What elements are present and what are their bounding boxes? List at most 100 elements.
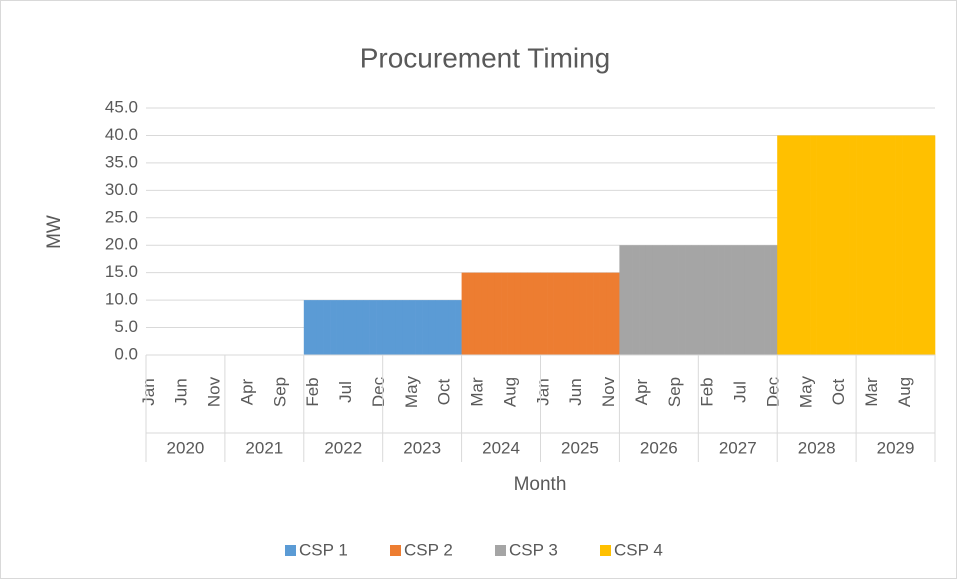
bar bbox=[369, 300, 377, 355]
bar bbox=[836, 135, 844, 355]
year-label: 2025 bbox=[561, 438, 599, 457]
bar bbox=[678, 245, 686, 355]
x-tick-label: Apr bbox=[632, 378, 651, 405]
legend-swatch bbox=[390, 545, 401, 556]
bar bbox=[711, 245, 719, 355]
bar bbox=[882, 135, 890, 355]
bar bbox=[685, 245, 693, 355]
bar bbox=[481, 272, 489, 355]
bar bbox=[803, 135, 811, 355]
bar bbox=[428, 300, 436, 355]
x-tick-label: Jul bbox=[336, 381, 355, 403]
year-label: 2023 bbox=[403, 438, 441, 457]
bar bbox=[790, 135, 798, 355]
bar bbox=[849, 135, 857, 355]
bar bbox=[540, 272, 548, 355]
bar bbox=[395, 300, 403, 355]
bar bbox=[376, 300, 383, 355]
legend-swatch bbox=[285, 545, 296, 556]
bar bbox=[533, 272, 541, 355]
bar bbox=[409, 300, 416, 355]
bar bbox=[750, 245, 758, 355]
bar bbox=[764, 245, 771, 355]
year-label: 2022 bbox=[324, 438, 362, 457]
bar bbox=[875, 135, 883, 355]
bar bbox=[810, 135, 817, 355]
x-tick-label: Oct bbox=[435, 379, 454, 406]
year-label: 2020 bbox=[167, 438, 205, 457]
bar bbox=[455, 300, 462, 355]
bar bbox=[645, 245, 653, 355]
x-tick-label: Jan bbox=[533, 378, 552, 405]
y-tick-label: 0.0 bbox=[114, 344, 138, 363]
bar bbox=[639, 245, 646, 355]
bar bbox=[625, 245, 633, 355]
legend-swatch bbox=[495, 545, 506, 556]
bar bbox=[744, 245, 752, 355]
bar bbox=[422, 300, 430, 355]
x-tick-label: Dec bbox=[763, 376, 782, 407]
bar bbox=[829, 135, 837, 355]
bar bbox=[777, 135, 785, 355]
bar bbox=[895, 135, 903, 355]
x-tick-label: Sep bbox=[270, 377, 289, 407]
bar bbox=[336, 300, 344, 355]
bar bbox=[842, 135, 850, 355]
bar bbox=[448, 300, 456, 355]
x-tick-label: Mar bbox=[862, 377, 881, 407]
y-tick-label: 45.0 bbox=[105, 97, 138, 116]
bar bbox=[547, 272, 554, 355]
bar bbox=[494, 272, 502, 355]
y-tick-label: 30.0 bbox=[105, 180, 138, 199]
bar bbox=[783, 135, 791, 355]
legend-label: CSP 2 bbox=[404, 540, 453, 559]
bar bbox=[382, 300, 390, 355]
bar bbox=[816, 135, 824, 355]
bar bbox=[856, 135, 863, 355]
x-tick-label: Oct bbox=[829, 379, 848, 406]
bar bbox=[869, 135, 877, 355]
legend-label: CSP 1 bbox=[299, 540, 348, 559]
bar bbox=[507, 272, 515, 355]
bar bbox=[718, 245, 725, 355]
bar bbox=[731, 245, 739, 355]
bar bbox=[573, 272, 581, 355]
x-tick-label: May bbox=[402, 375, 421, 408]
bar bbox=[402, 300, 410, 355]
bar bbox=[672, 245, 679, 355]
bar bbox=[612, 272, 620, 355]
bar bbox=[330, 300, 337, 355]
x-tick-label: Jun bbox=[172, 378, 191, 405]
bar bbox=[323, 300, 331, 355]
y-tick-label: 20.0 bbox=[105, 235, 138, 254]
x-tick-label: Dec bbox=[369, 376, 388, 407]
bar bbox=[501, 272, 508, 355]
year-label: 2026 bbox=[640, 438, 678, 457]
year-label: 2021 bbox=[245, 438, 283, 457]
bar bbox=[593, 272, 600, 355]
x-tick-label: Aug bbox=[895, 377, 914, 407]
bar bbox=[349, 300, 357, 355]
bar bbox=[737, 245, 745, 355]
bar bbox=[356, 300, 364, 355]
bar bbox=[343, 300, 351, 355]
y-tick-label: 5.0 bbox=[114, 317, 138, 336]
bar bbox=[606, 272, 614, 355]
bar bbox=[461, 272, 469, 355]
x-tick-label: Jun bbox=[566, 378, 585, 405]
bar bbox=[698, 245, 706, 355]
bar bbox=[560, 272, 568, 355]
legend-swatch bbox=[600, 545, 611, 556]
bar bbox=[553, 272, 561, 355]
bar bbox=[691, 245, 699, 355]
bar bbox=[579, 272, 587, 355]
chart-title: Procurement Timing bbox=[360, 42, 611, 73]
legend-label: CSP 3 bbox=[509, 540, 558, 559]
bar bbox=[362, 300, 370, 355]
bar bbox=[908, 135, 916, 355]
bar bbox=[474, 272, 482, 355]
bar bbox=[487, 272, 495, 355]
bar bbox=[527, 272, 535, 355]
year-label: 2024 bbox=[482, 438, 520, 457]
